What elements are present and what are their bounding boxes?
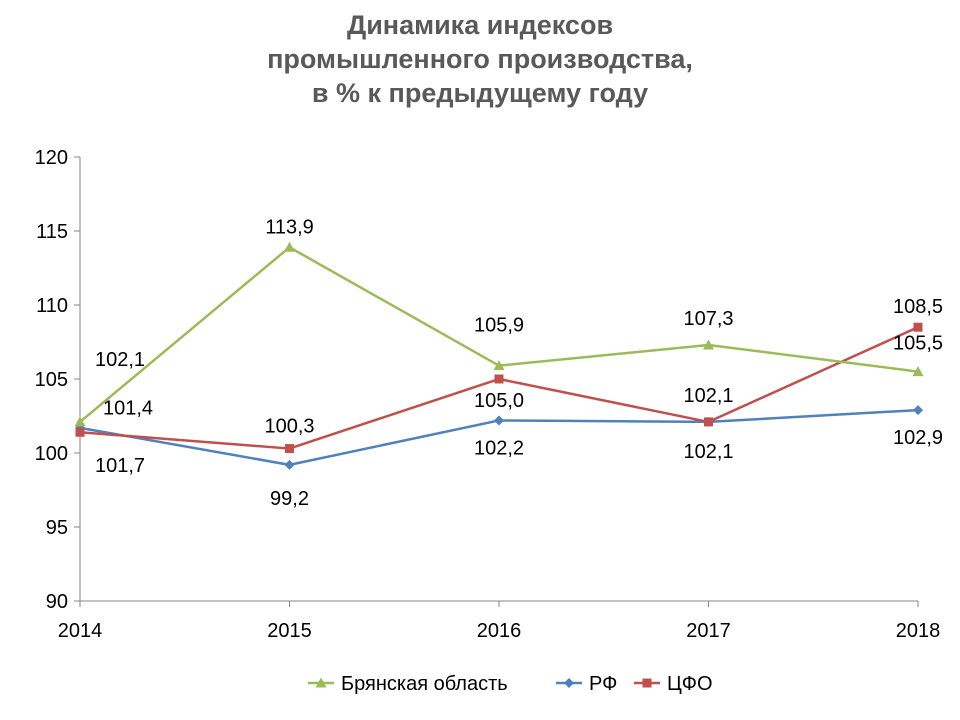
legend-marker [315,677,327,688]
data-label: 102,1 [95,349,145,371]
y-tick-label: 95 [46,517,68,539]
chart-title-line-1: Динамика индексов [346,10,614,40]
y-tick-label: 120 [35,147,68,169]
data-label: 113,9 [265,216,314,238]
data-label: 101,7 [95,455,145,477]
data-point-0-2 [493,360,505,371]
y-tick-label: 115 [36,221,68,243]
data-point-1-1 [284,459,295,470]
legend: Брянская область РФ ЦФО [308,673,713,695]
series-lines [79,246,919,467]
data-label: 102,1 [683,441,733,463]
data-label: 105,5 [893,333,943,355]
y-tick-label: 105 [35,369,68,391]
legend-item-1: РФ [556,673,617,695]
data-label: 102,1 [683,385,733,407]
chart-title-line-3: в % к предыдущему году [311,78,649,108]
x-tick-label: 2018 [896,620,941,642]
y-tick-label: 100 [35,443,68,465]
legend-item-0: Брянская область [308,673,508,695]
data-point-0-4 [912,366,924,377]
data-point-0-3 [703,339,714,350]
data-point-2-4 [913,322,923,332]
data-label: 102,2 [474,437,524,459]
data-label: 99,2 [270,488,309,510]
data-label: 107,3 [683,308,733,330]
x-tick-label: 2016 [477,620,522,642]
data-labels: 102,1 113,9 105,9 107,3 105,5 101,7 99,2 102,2 1… [95,216,943,510]
series-markers [74,241,924,470]
legend-label: Брянская область [341,673,508,695]
legend-item-2: ЦФО [634,673,713,695]
legend-marker [642,678,652,688]
series-line-2 [79,326,919,450]
data-label: 105,0 [474,390,524,412]
data-point-2-3 [704,417,713,427]
data-point-2-1 [285,444,294,454]
data-point-2-2 [494,374,504,384]
data-point-0-0 [74,416,86,427]
x-tick-label: 2014 [58,620,103,642]
legend-label: РФ [589,673,617,695]
data-label: 105,9 [474,315,524,337]
chart-title: Динамика индексов промышленного производ… [0,8,960,110]
data-point-2-0 [75,427,85,437]
data-point-1-2 [494,415,504,426]
legend-marker [564,678,574,688]
data-label: 100,3 [264,416,314,438]
data-label: 108,5 [893,296,943,318]
data-label: 102,9 [893,427,943,449]
x-tick-label: 2015 [267,620,312,642]
y-tick-label: 110 [36,295,68,317]
data-label: 101,4 [103,397,153,419]
data-point-1-4 [913,405,923,416]
data-point-0-1 [284,241,295,252]
x-tick-label: 2017 [686,620,731,642]
chart-axes: 90 95 100 105 110 115 120 2014 2015 2016 2017 2018 [35,147,941,642]
y-tick-label: 90 [46,591,68,613]
chart-title-line-2: промышленного производства, [267,44,693,74]
legend-label: ЦФО [667,673,713,695]
